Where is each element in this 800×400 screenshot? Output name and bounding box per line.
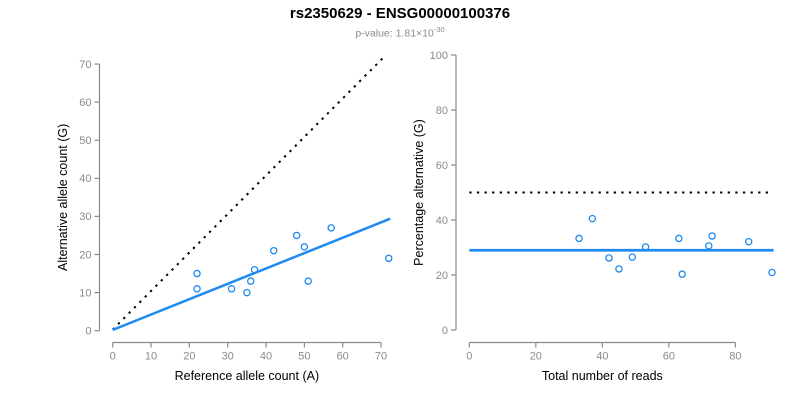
- x-tick-label: 70: [375, 351, 387, 363]
- data-point: [575, 234, 583, 243]
- x-axis-title: Reference allele count (A): [175, 369, 320, 383]
- x-tick-label: 60: [337, 351, 349, 363]
- identity-line: [111, 54, 387, 331]
- y-tick-label: 100: [430, 50, 448, 62]
- data-point: [605, 254, 613, 262]
- x-tick-label: 0: [110, 351, 116, 363]
- pvalue-prefix: p-value:: [355, 27, 396, 40]
- y-tick-label: 60: [436, 160, 448, 172]
- y-tick-label: 20: [436, 270, 448, 282]
- data-point: [588, 214, 597, 223]
- y-axis-title: Alternative allele count (G): [56, 124, 70, 271]
- y-tick-label: 40: [79, 173, 91, 185]
- data-point: [246, 277, 255, 285]
- x-tick-label: 0: [466, 351, 472, 363]
- pvalue-mantissa: 1.81×10: [395, 27, 434, 40]
- x-tick-label: 40: [596, 351, 608, 363]
- data-point: [193, 285, 201, 293]
- data-point: [304, 277, 312, 285]
- data-point: [243, 288, 251, 297]
- regression-line: [112, 217, 391, 332]
- data-point: [744, 237, 753, 246]
- pvalue-exponent: -30: [433, 25, 445, 34]
- x-axis-title: Total number of reads: [542, 369, 663, 383]
- y-tick-label: 0: [442, 325, 448, 337]
- data-point: [708, 232, 716, 240]
- x-tick-label: 60: [663, 351, 675, 363]
- x-tick-label: 20: [183, 351, 195, 363]
- y-tick-label: 60: [79, 97, 91, 109]
- chart-subtitle: p-value: 1.81×10-30: [0, 25, 800, 40]
- y-tick-label: 70: [79, 59, 91, 71]
- data-point: [615, 265, 623, 273]
- data-point: [628, 253, 637, 261]
- x-tick-label: 50: [298, 351, 310, 363]
- data-point: [227, 285, 236, 293]
- data-points: [193, 224, 393, 297]
- percentage-plot: 0 20 40 60 80 0 20 40 60 80 100 Total number of rea…: [412, 50, 776, 383]
- allele-counts-plot: 0 10 20 30 40 50 60 70 0 10 20 30 40 50 60 70 Reference …: [56, 54, 393, 383]
- x-tick-label: 80: [729, 351, 741, 363]
- y-tick-label: 0: [85, 326, 91, 338]
- data-points: [575, 214, 776, 278]
- data-point: [678, 270, 686, 278]
- y-tick-label: 20: [79, 249, 91, 261]
- data-point: [327, 224, 335, 232]
- y-tick-label: 30: [79, 211, 91, 223]
- y-tick-label: 40: [436, 215, 448, 227]
- y-axis-title: Percentage alternative (G): [412, 119, 426, 266]
- data-point: [292, 231, 301, 240]
- data-point: [675, 234, 683, 243]
- data-point: [269, 246, 278, 255]
- data-point: [705, 242, 713, 250]
- y-tick-label: 50: [79, 135, 91, 147]
- x-tick-label: 10: [145, 351, 157, 363]
- data-point: [641, 243, 650, 251]
- y-tick-label: 80: [436, 105, 448, 117]
- y-tick-label: 10: [79, 287, 91, 299]
- x-tick-label: 40: [260, 351, 272, 363]
- data-point: [193, 269, 201, 278]
- x-tick-label: 30: [222, 351, 234, 363]
- data-point: [300, 243, 309, 251]
- data-point: [768, 268, 776, 277]
- chart-title: rs2350629 - ENSG00000100376: [289, 5, 511, 22]
- data-point: [384, 254, 393, 263]
- data-point: [250, 265, 259, 274]
- x-tick-label: 20: [530, 351, 542, 363]
